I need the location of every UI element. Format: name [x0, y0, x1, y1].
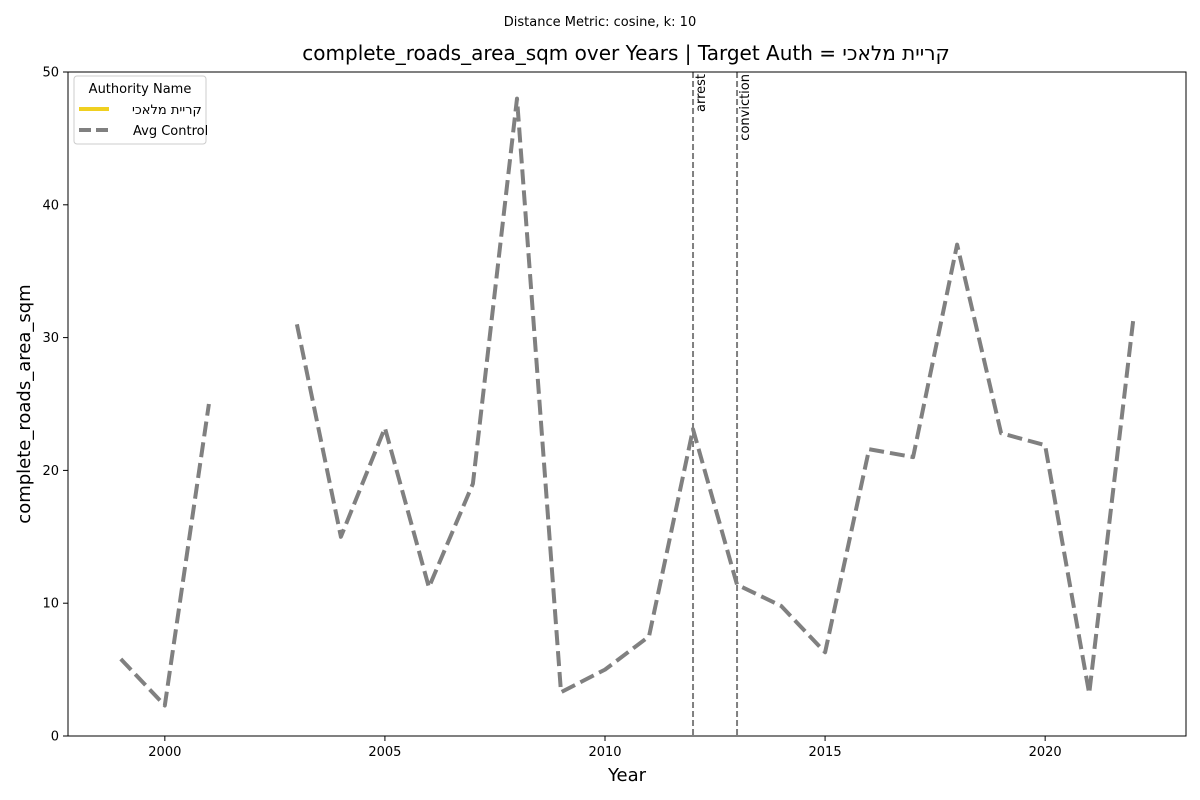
legend-title: Authority Name	[89, 82, 192, 97]
x-tick-label: 2020	[1029, 745, 1062, 760]
y-tick-label: 50	[42, 66, 59, 81]
legend-label-target: קריית מלאכי	[132, 103, 202, 118]
x-tick-label: 2010	[588, 745, 621, 760]
x-tick-label: 2015	[809, 745, 842, 760]
event-label-arrest: arrest	[694, 74, 709, 112]
plot-area: arrest conviction	[119, 72, 1136, 736]
chart-title: complete_roads_area_sqm over Years | Tar…	[302, 41, 949, 65]
series-line-avg-control-1	[294, 96, 1136, 696]
series-line-avg-control-0	[119, 403, 211, 708]
y-tick-label: 20	[42, 464, 59, 479]
x-tick-label: 2000	[148, 745, 181, 760]
y-tick-label: 0	[51, 730, 59, 745]
legend-box	[73, 75, 207, 145]
y-axis-label: complete_roads_area_sqm	[14, 284, 35, 523]
x-axis: 2000 2005 2010 2015 2020	[148, 736, 1062, 760]
legend-label-avg-control: Avg Control	[133, 124, 208, 139]
legend: Authority Name קריית מלאכי Avg Control	[73, 75, 208, 145]
y-tick-label: 30	[42, 331, 59, 346]
y-tick-label: 10	[42, 597, 59, 612]
x-axis-label: Year	[607, 765, 647, 786]
event-label-conviction: conviction	[738, 74, 753, 141]
plot-frame	[67, 71, 1187, 737]
x-tick-label: 2005	[368, 745, 401, 760]
y-tick-label: 40	[42, 198, 59, 213]
chart-suptitle: Distance Metric: cosine, k: 10	[504, 15, 696, 30]
y-axis: 0 10 20 30 40 50	[42, 66, 68, 745]
